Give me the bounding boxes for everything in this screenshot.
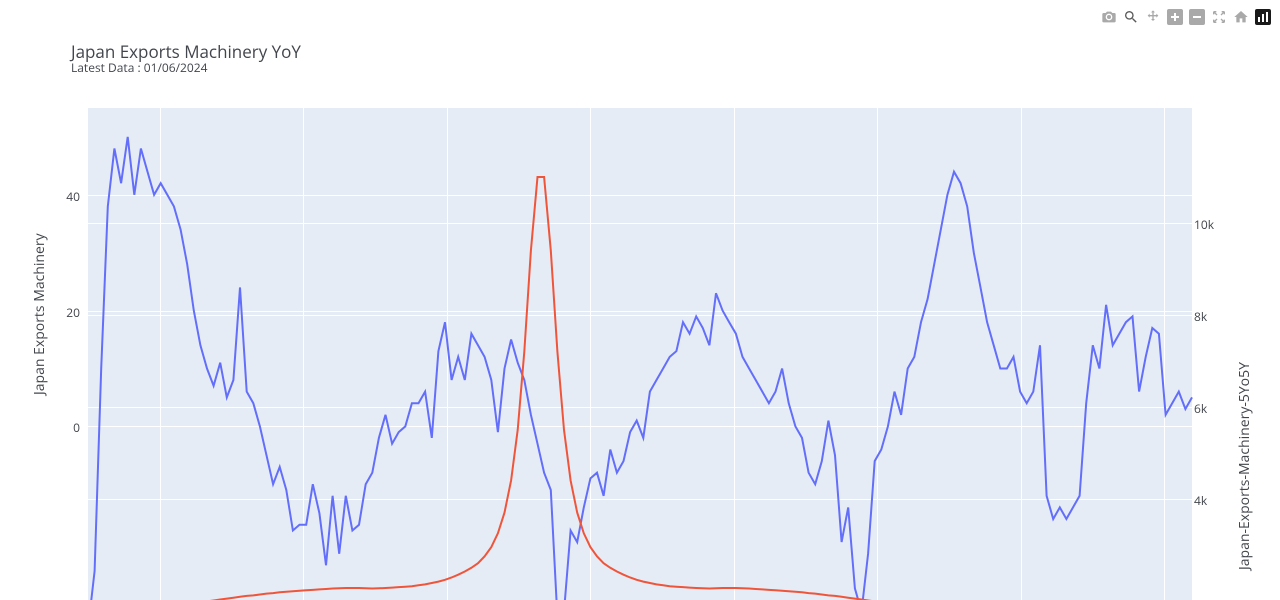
plot-area[interactable] [88,108,1192,600]
y-tick-right: 10k [1194,216,1214,233]
zoom-in-icon[interactable] [1166,8,1184,26]
y-tick-right: 4k [1194,492,1207,509]
home-icon[interactable] [1232,8,1250,26]
y-tick-left: 40 [40,188,80,205]
plotly-logo-icon[interactable] [1254,8,1272,26]
chart-subtitle: Latest Data : 01/06/2024 [71,59,207,76]
zoom-out-icon[interactable] [1188,8,1206,26]
series-Japan-Exports-Machinery-5Yo5Y [88,177,1192,600]
pan-icon[interactable] [1144,8,1162,26]
autoscale-icon[interactable] [1210,8,1228,26]
y-tick-left: 20 [40,304,80,321]
chart-toolbar [1100,8,1272,26]
y-axis-right-title: Japan-Exports-Machinery-5Yo5Y [1235,362,1254,570]
camera-icon[interactable] [1100,8,1118,26]
y-tick-right: 8k [1194,308,1207,325]
plot-lines [88,108,1192,600]
zoom-icon[interactable] [1122,8,1140,26]
y-tick-right: 6k [1194,400,1207,417]
y-tick-left: 0 [40,419,80,436]
series-Japan Exports Machinery [88,137,1192,600]
